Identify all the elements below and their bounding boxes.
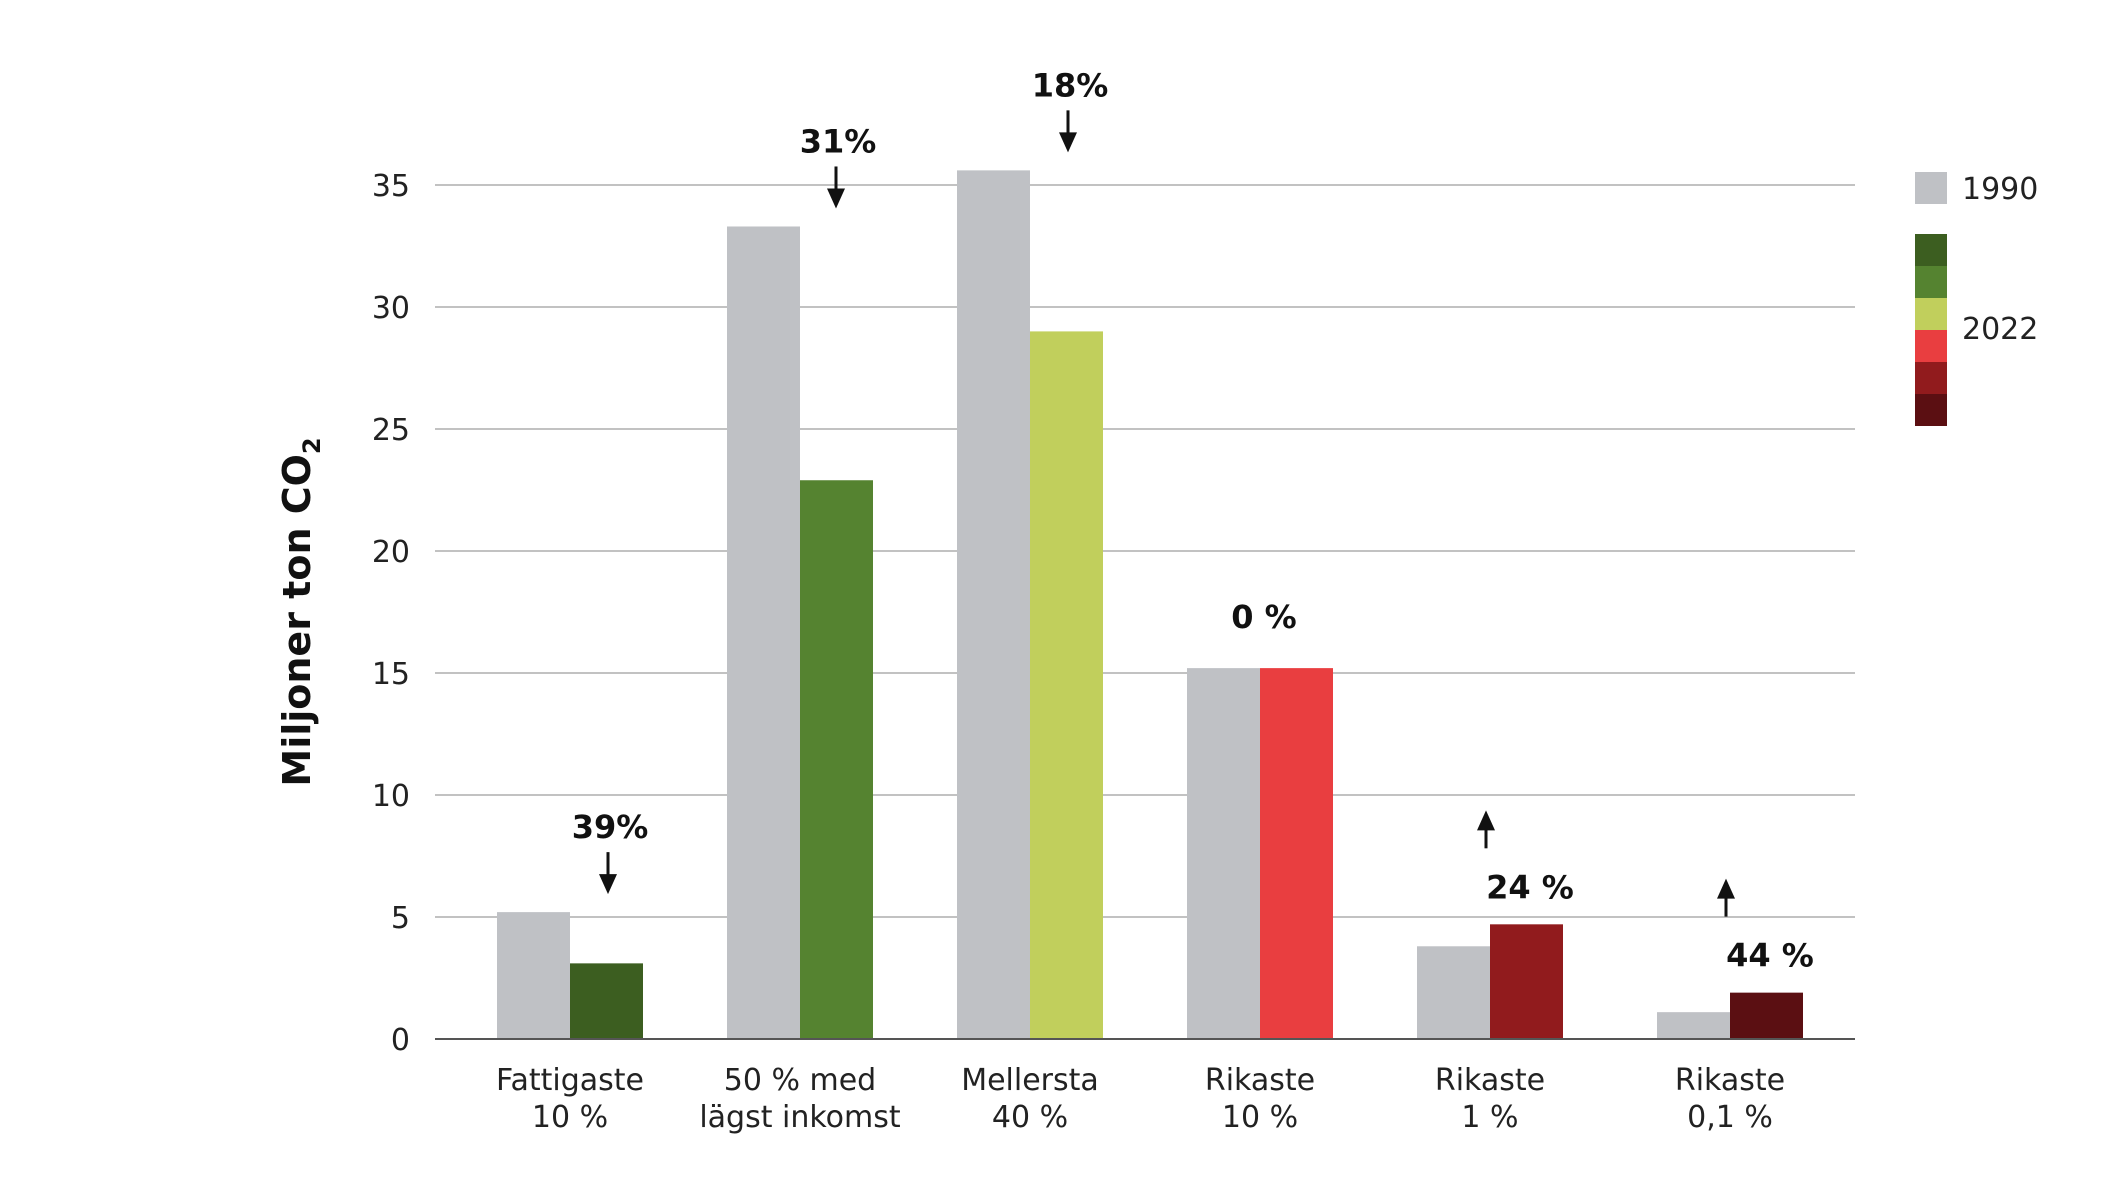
category-label-line2-3: 10 % [1222,1100,1298,1135]
y-tick-label-5: 5 [391,901,410,936]
bar-1990-5 [1657,1012,1730,1039]
change-arrow-5 [1717,878,1735,917]
y-tick-label-0: 0 [391,1023,410,1058]
legend-swatch-2022-1 [1915,266,1947,298]
change-arrow-0 [599,852,617,895]
bar-2022-4 [1490,924,1563,1039]
arrow-head-0 [599,874,617,895]
change-label-2: 18% [1032,66,1109,104]
arrow-head-4 [1477,810,1495,831]
legend-swatch-2022-3 [1915,330,1947,362]
bar-2022-5 [1730,992,1803,1039]
category-label-line2-2: 40 % [992,1100,1068,1135]
y-tick-label-10: 10 [372,779,410,814]
category-label-line1-3: Rikaste [1205,1063,1315,1098]
bar-1990-2 [957,170,1030,1040]
legend: 1990 2022 [1915,172,2038,426]
arrow-head-1 [827,188,845,209]
change-label-1: 31% [800,122,877,160]
legend-swatch-1990 [1915,172,1947,204]
category-label-line1-5: Rikaste [1675,1063,1785,1098]
change-label-3: 0 % [1231,598,1296,636]
category-label-line1-0: Fattigaste [496,1063,644,1098]
bar-1990-0 [497,912,570,1039]
y-tick-label-25: 25 [372,413,410,448]
category-label-line2-4: 1 % [1461,1100,1518,1135]
change-label-5: 44 % [1726,937,1814,975]
legend-swatch-2022-0 [1915,234,1947,266]
change-arrow-2 [1059,110,1077,153]
category-label-line1-4: Rikaste [1435,1063,1545,1098]
legend-label-2022: 2022 [1962,312,2038,347]
bar-1990-3 [1187,668,1260,1039]
category-label-line1-1: 50 % med [724,1063,876,1098]
y-tick-label-30: 30 [372,291,410,326]
bar-1990-1 [727,226,800,1040]
change-label-4: 24 % [1486,868,1574,906]
category-label-line1-2: Mellersta [961,1063,1099,1098]
legend-swatch-2022-2 [1915,298,1947,330]
y-tick-label-35: 35 [372,169,410,204]
y-axis-label-subscript: 2 [298,437,326,454]
bar-2022-0 [570,963,643,1039]
legend-swatch-2022-4 [1915,362,1947,394]
change-arrow-1 [827,166,845,209]
category-label-line2-5: 0,1 % [1687,1100,1773,1135]
y-tick-label-20: 20 [372,535,410,570]
y-axis-label-main: Miljoner ton CO [275,454,319,787]
legend-label-1990: 1990 [1962,172,2038,207]
category-label-line2-0: 10 % [532,1100,608,1135]
bars [497,170,1803,1040]
arrow-head-2 [1059,132,1077,153]
grid-lines [435,184,1855,918]
y-axis-label: Miljoner ton CO2 [275,437,326,786]
legend-swatch-2022-5 [1915,394,1947,426]
change-label-0: 39% [572,808,649,846]
bar-2022-1 [800,480,873,1039]
bar-1990-4 [1417,946,1490,1039]
change-annotations: 39% 31% 18% 0 % 24 % 44 % [572,66,1814,974]
bar-2022-2 [1030,331,1103,1039]
arrow-head-5 [1717,878,1735,899]
y-tick-label-15: 15 [372,657,410,692]
change-arrow-4 [1477,810,1495,849]
category-label-line2-1: lägst inkomst [699,1100,901,1135]
bar-2022-3 [1260,668,1333,1039]
y-axis-ticks: 0 5 10 15 20 25 30 35 [372,169,410,1058]
